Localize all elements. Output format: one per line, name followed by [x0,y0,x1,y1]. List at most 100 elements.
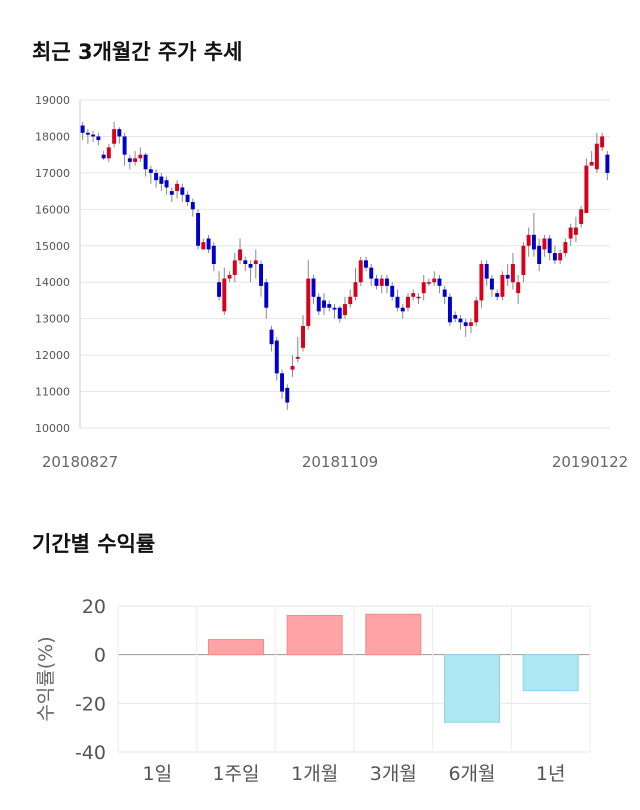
y-tick-label: 13000 [35,313,70,326]
candle-up [568,227,573,239]
y-tick-label: 17000 [35,167,70,180]
candle-down [337,307,342,319]
candle-up [579,209,584,224]
candle-up [348,296,353,305]
candle-down [463,322,468,326]
y-tick-label: 16000 [35,203,70,216]
candle-down [458,318,463,323]
candle-up [295,356,300,359]
y-tick-label: 11000 [35,386,70,399]
candle-up [306,278,311,326]
candle-down [537,245,542,264]
y-tick-label: 10000 [35,422,70,435]
x-tick-label: 20180827 [42,453,118,471]
candle-down [169,191,174,195]
x-tick-label: 20190122 [552,453,628,471]
candle-down [531,234,536,250]
candle-down [385,278,389,286]
candle-up [474,300,479,323]
candle-up [353,282,358,297]
candle-down [143,154,148,170]
y-tick-label: 20 [82,596,106,618]
candle-down [489,278,494,290]
candle-up [510,264,515,283]
candle-up [558,253,563,261]
candle-up [253,260,258,264]
candle-down [206,238,211,250]
x-tick-label: 6개월 [448,763,495,785]
candle-up [112,129,117,144]
candle-up [432,278,437,283]
candle-down [127,158,132,162]
candle-up [358,260,363,283]
candle-down [217,282,222,297]
candle-down [154,172,159,181]
y-tick-label: -40 [75,742,106,764]
candle-down [243,260,248,264]
candle-down [101,154,106,159]
candle-up [222,278,227,312]
candle-down [180,187,185,195]
candle-down [484,264,489,279]
candle-up [301,325,305,348]
candle-up [343,304,347,316]
candle-down [117,129,122,137]
candle-down [442,289,447,297]
y-tick-label: 18000 [35,130,70,143]
candle-down [322,300,326,308]
y-tick-label: 12000 [35,349,70,362]
candle-up [468,322,473,326]
candle-down [285,387,290,403]
candle-down [122,136,127,155]
return-bar [443,654,501,723]
candle-down [85,132,90,135]
candle-up [526,234,531,246]
candle-down [248,264,253,268]
x-tick-label: 1년 [536,763,566,785]
candle-up [426,282,431,284]
candle-down [280,373,284,392]
candle-down [269,329,274,345]
y-tick-label: 14000 [35,276,70,289]
x-tick-label: 1일 [143,763,173,785]
candle-down [148,169,153,173]
return-bar [522,654,579,692]
candle-down [447,296,452,323]
candle-down [495,293,500,297]
candle-down [196,212,201,246]
candlestick-chart: 19000 18000 17000 16000 15000 14000 13000 12000… [35,94,628,471]
candle-down [311,278,316,297]
return-bar [207,639,265,656]
candle-up [133,158,138,162]
candle-up [421,282,426,294]
candle-up [406,296,410,308]
candle-down [164,180,169,188]
candle-up [201,242,206,250]
candle-up [290,366,295,370]
candle-down [364,260,368,268]
candle-down [437,278,442,286]
candle-up [521,245,526,275]
candle-down [96,136,101,141]
candle-down [264,282,269,308]
candle-up [516,282,521,294]
candle-down [190,202,195,210]
candle-down [316,296,321,312]
candle-up [227,274,232,279]
x-tick-label: 3개월 [370,763,417,785]
candle-up [238,249,243,261]
y-tick-label: 15000 [35,240,70,253]
candle-up [416,296,421,299]
candle-down [547,238,552,254]
candle-down [274,340,279,374]
return-bar [365,613,422,656]
candle-down [259,264,264,286]
candle-up [379,278,384,286]
y-axis-label: 수익률(%) [35,636,57,721]
candle-down [605,154,610,173]
candle-down [400,307,405,312]
candle-down [332,307,337,310]
candle-down [91,134,96,137]
candle-down [80,125,85,133]
candle-down [211,245,216,264]
